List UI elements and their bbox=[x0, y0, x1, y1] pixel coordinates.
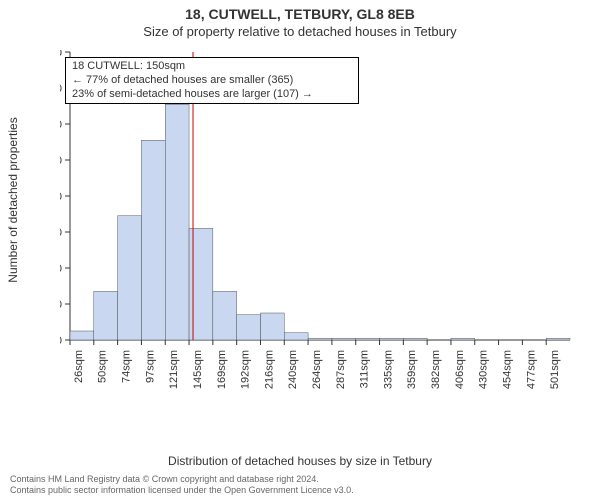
x-tick-label: 26sqm bbox=[73, 350, 85, 383]
x-axis-label: Distribution of detached houses by size … bbox=[0, 454, 600, 468]
footer: Contains HM Land Registry data © Crown c… bbox=[10, 474, 590, 496]
x-tick-label: 406sqm bbox=[454, 350, 466, 389]
title-main: 18, CUTWELL, TETBURY, GL8 8EB bbox=[0, 6, 600, 22]
x-tick-label: 240sqm bbox=[287, 350, 299, 389]
chart-container: 18, CUTWELL, TETBURY, GL8 8EB Size of pr… bbox=[0, 0, 600, 500]
x-tick-label: 501sqm bbox=[549, 350, 561, 389]
svg-text:100: 100 bbox=[60, 155, 62, 167]
x-tick-label: 50sqm bbox=[97, 350, 109, 383]
annotation-line1: 18 CUTWELL: 150sqm bbox=[72, 60, 352, 74]
x-tick-label: 430sqm bbox=[478, 350, 490, 389]
svg-text:120: 120 bbox=[60, 119, 62, 131]
footer-line1: Contains HM Land Registry data © Crown c… bbox=[10, 474, 590, 485]
x-tick-label: 264sqm bbox=[311, 350, 323, 389]
svg-text:60: 60 bbox=[60, 227, 62, 239]
svg-text:40: 40 bbox=[60, 263, 62, 275]
svg-text:0: 0 bbox=[60, 335, 62, 347]
x-tick-label: 335sqm bbox=[382, 350, 394, 389]
x-tick-label: 121sqm bbox=[168, 350, 180, 389]
title-sub: Size of property relative to detached ho… bbox=[0, 24, 600, 39]
x-tick-label: 145sqm bbox=[192, 350, 204, 389]
svg-text:160: 160 bbox=[60, 50, 62, 59]
x-tick-label: 477sqm bbox=[525, 350, 537, 389]
x-tick-label: 97sqm bbox=[144, 350, 156, 383]
x-tick-label: 192sqm bbox=[240, 350, 252, 389]
annotation-line3: 23% of semi-detached houses are larger (… bbox=[72, 88, 352, 102]
annotation-box: 18 CUTWELL: 150sqm ← 77% of detached hou… bbox=[65, 57, 359, 104]
x-tick-label: 359sqm bbox=[406, 350, 418, 389]
footer-line2: Contains public sector information licen… bbox=[10, 485, 590, 496]
svg-text:140: 140 bbox=[60, 83, 62, 95]
svg-text:80: 80 bbox=[60, 191, 62, 203]
x-tick-label: 74sqm bbox=[121, 350, 133, 383]
x-tick-label: 287sqm bbox=[335, 350, 347, 389]
annotation-line2: ← 77% of detached houses are smaller (36… bbox=[72, 74, 352, 88]
x-tick-label: 311sqm bbox=[359, 350, 371, 388]
x-tick-label: 169sqm bbox=[216, 350, 228, 389]
svg-text:20: 20 bbox=[60, 299, 62, 311]
x-tick-label: 216sqm bbox=[263, 350, 275, 389]
x-tick-label: 382sqm bbox=[430, 350, 442, 389]
x-tick-label: 454sqm bbox=[501, 350, 513, 389]
